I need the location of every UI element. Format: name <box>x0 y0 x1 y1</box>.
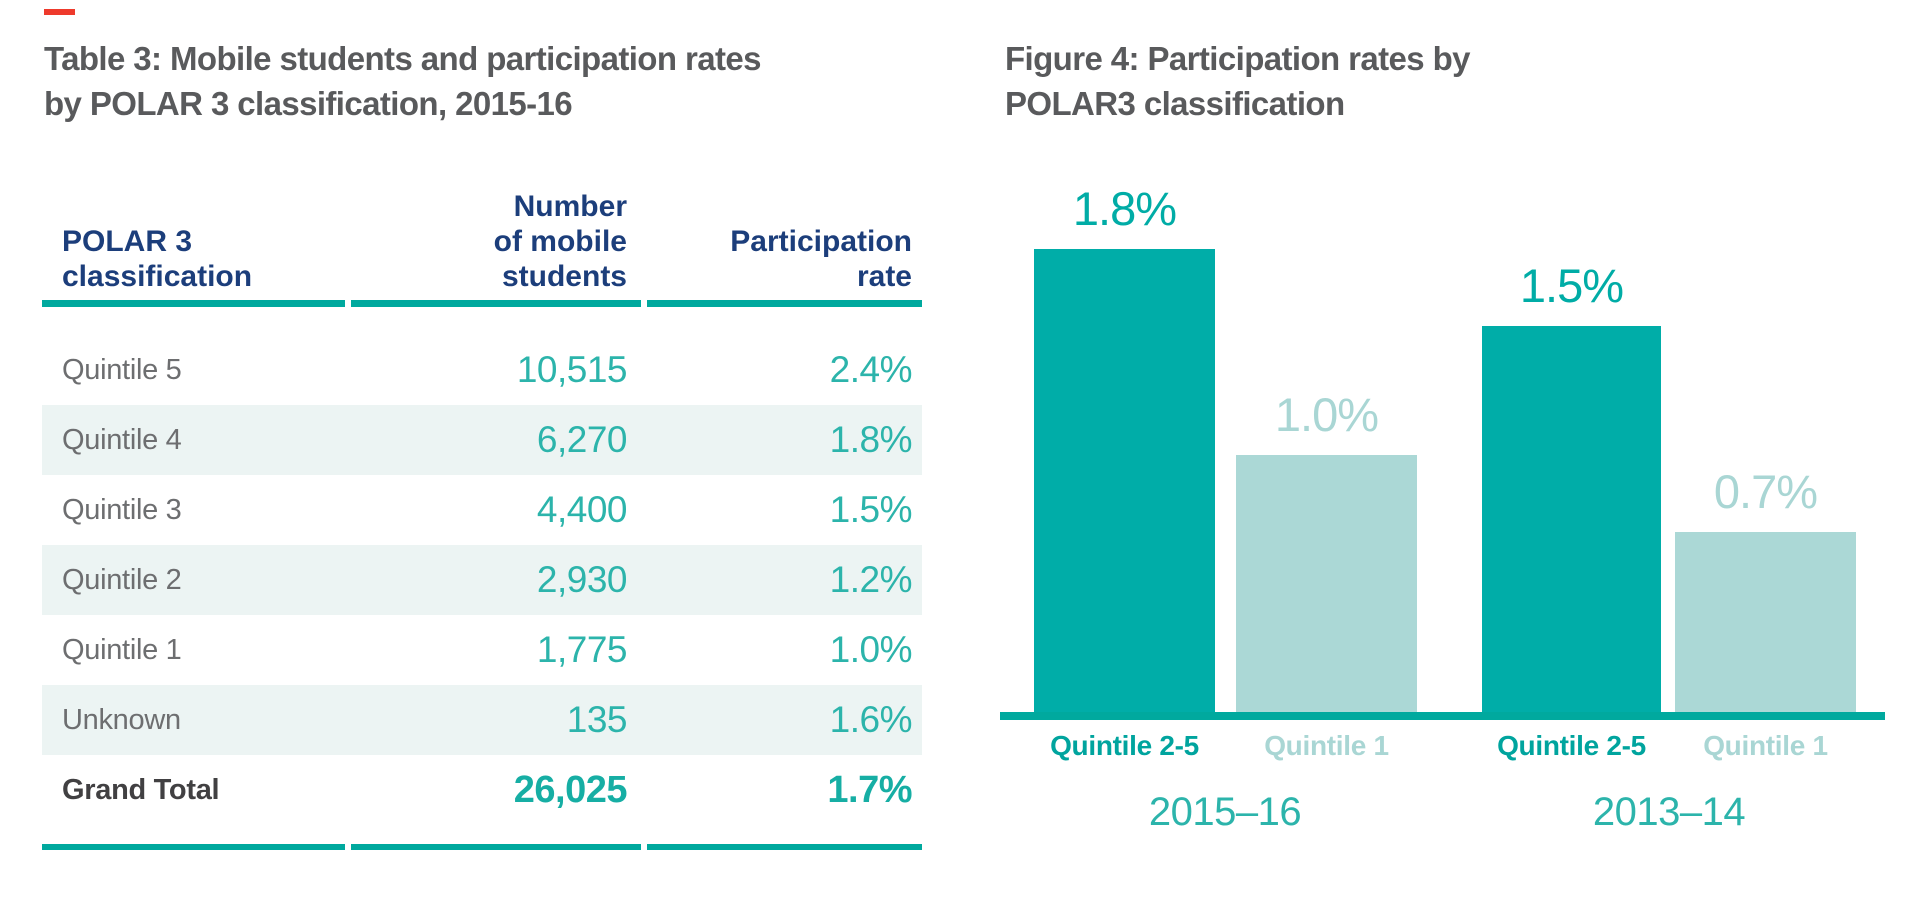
bar <box>1675 532 1856 712</box>
cell-classification: Grand Total <box>62 773 220 806</box>
table-title: Table 3: Mobile students and participati… <box>44 40 761 122</box>
cell-classification: Quintile 5 <box>62 353 182 386</box>
table-row: Quintile 4 6,270 1.8% <box>42 405 922 475</box>
table-body: Quintile 5 10,515 2.4% Quintile 4 6,270 … <box>42 335 922 825</box>
bar <box>1236 455 1417 712</box>
table-header-rule <box>42 300 922 307</box>
cell-rate: 1.6% <box>829 699 913 740</box>
table-row-grand-total: Grand Total 26,025 1.7% <box>42 755 922 825</box>
bar-group2-quintile1: 0.7% <box>1675 150 1856 712</box>
bar-value-label: 1.5% <box>1519 259 1624 312</box>
bar <box>1482 326 1661 712</box>
red-corner-mark <box>44 9 75 15</box>
cell-students: 135 <box>566 699 628 740</box>
cell-classification: Quintile 2 <box>62 563 182 596</box>
cell-rate: 1.8% <box>829 419 913 460</box>
cell-rate: 2.4% <box>829 349 913 390</box>
cell-rate: 1.2% <box>829 559 913 600</box>
cell-classification: Quintile 4 <box>62 423 182 456</box>
bar-value-label: 1.8% <box>1072 182 1177 235</box>
cell-students: 6,270 <box>536 419 628 460</box>
table3-block: Table 3: Mobile students and participati… <box>42 36 922 856</box>
bar-group1-quintile1: 1.0% <box>1236 150 1417 712</box>
table-row: Quintile 5 10,515 2.4% <box>42 335 922 405</box>
column-header-classification: POLAR 3 classification <box>62 225 253 293</box>
bar-group2-quintile2-5: 1.5% <box>1482 150 1661 712</box>
table-row: Unknown 135 1.6% <box>42 685 922 755</box>
table-row: Quintile 2 2,930 1.2% <box>42 545 922 615</box>
cell-students: 10,515 <box>516 349 628 390</box>
table-header-row: POLAR 3 classification Number of mobile … <box>42 156 922 300</box>
bar-group1-quintile2-5: 1.8% <box>1034 150 1215 712</box>
category-label: Quintile 1 <box>1264 730 1389 761</box>
cell-rate: 1.5% <box>829 489 913 530</box>
cell-classification: Quintile 3 <box>62 493 182 526</box>
chart-baseline <box>1000 712 1885 720</box>
table-row: Quintile 1 1,775 1.0% <box>42 615 922 685</box>
category-label: Quintile 1 <box>1703 730 1828 761</box>
cell-students: 26,025 <box>513 768 628 811</box>
category-label: Quintile 2-5 <box>1050 730 1199 761</box>
bar-value-label: 0.7% <box>1713 465 1818 518</box>
cell-rate: 1.0% <box>829 629 913 670</box>
column-header-students: Number of mobile students <box>493 190 627 293</box>
group-label-2013-14: 2013–14 <box>1592 790 1746 834</box>
bar-chart: 1.8% 1.0% 1.5% 0.7% <box>1000 142 1885 720</box>
column-header-rate: Participation rate <box>730 225 912 293</box>
cell-students: 2,930 <box>536 559 628 600</box>
bar-value-label: 1.0% <box>1274 388 1379 441</box>
category-label: Quintile 2-5 <box>1497 730 1646 761</box>
group-label-2015-16: 2015–16 <box>1148 790 1302 834</box>
cell-classification: Unknown <box>62 703 181 736</box>
figure-title: Figure 4: Participation rates by POLAR3 … <box>1005 40 1471 122</box>
cell-students: 1,775 <box>536 629 628 670</box>
cell-students: 4,400 <box>536 489 628 530</box>
cell-rate: 1.7% <box>827 768 912 811</box>
bar <box>1034 249 1215 712</box>
table-bottom-rule <box>42 844 922 850</box>
table-row: Quintile 3 4,400 1.5% <box>42 475 922 545</box>
cell-classification: Quintile 1 <box>62 633 182 666</box>
